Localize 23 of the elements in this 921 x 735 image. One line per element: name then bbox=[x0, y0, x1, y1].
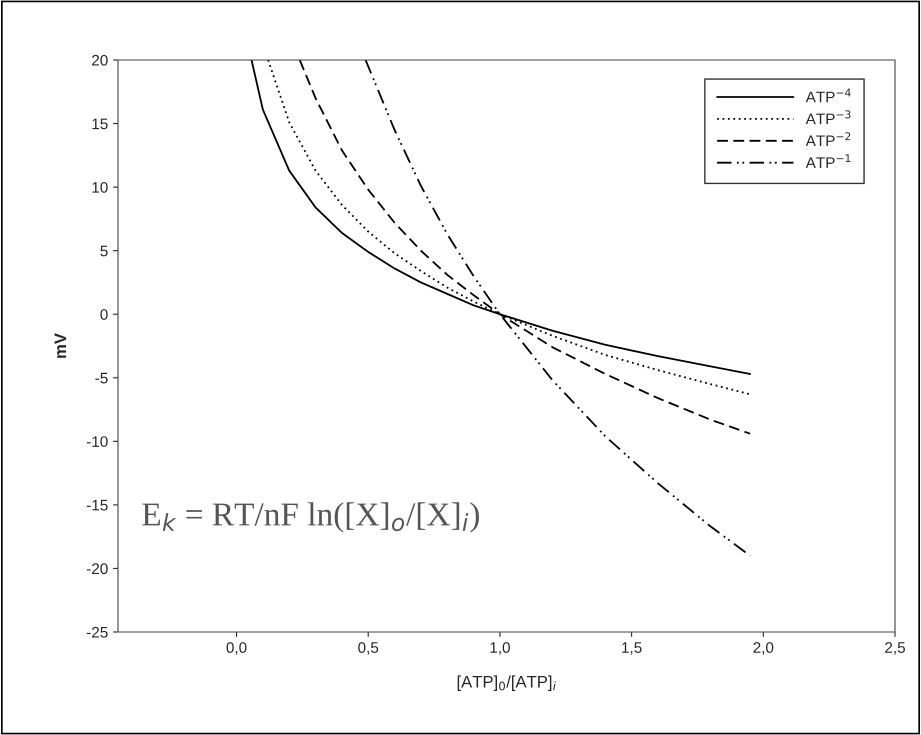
x-axis-title: [ATP]$_{0}$/[ATP]$_{i}$ bbox=[458, 675, 556, 691]
y-tick-label: 20 bbox=[92, 54, 108, 66]
y-tick-label: 0 bbox=[100, 309, 108, 320]
x-tick-label: 2,5 bbox=[885, 642, 905, 655]
x-tick-label: 0,0 bbox=[226, 642, 247, 655]
y-tick-label: -25 bbox=[86, 626, 108, 638]
y-tick-label: 10 bbox=[92, 182, 108, 193]
y-tick-label: -15 bbox=[86, 500, 108, 511]
y-axis-title: mV bbox=[54, 333, 66, 358]
legend-label: ATP$^{−4}$ bbox=[806, 88, 851, 102]
y-tick-label: 15 bbox=[92, 118, 108, 130]
x-tick-label: 2,0 bbox=[753, 642, 774, 655]
x-tick-label: 0,5 bbox=[358, 642, 378, 655]
legend-label: ATP$^{−1}$ bbox=[806, 154, 850, 168]
legend-label: ATP$^{−3}$ bbox=[806, 110, 850, 124]
y-tick-label: 5 bbox=[100, 246, 108, 256]
x-tick-label: 1,0 bbox=[490, 642, 510, 655]
y-tick-label: -5 bbox=[95, 372, 108, 384]
legend-label: ATP$^{−2}$ bbox=[806, 132, 850, 146]
y-tick-label: -10 bbox=[86, 436, 108, 448]
annotation: E$_{k}$ = RT/nF ln([X]$_{o}$/[X]$_{i}$) bbox=[142, 502, 479, 532]
y-tick-label: -20 bbox=[86, 563, 108, 574]
x-tick-label: 1,5 bbox=[622, 642, 642, 655]
